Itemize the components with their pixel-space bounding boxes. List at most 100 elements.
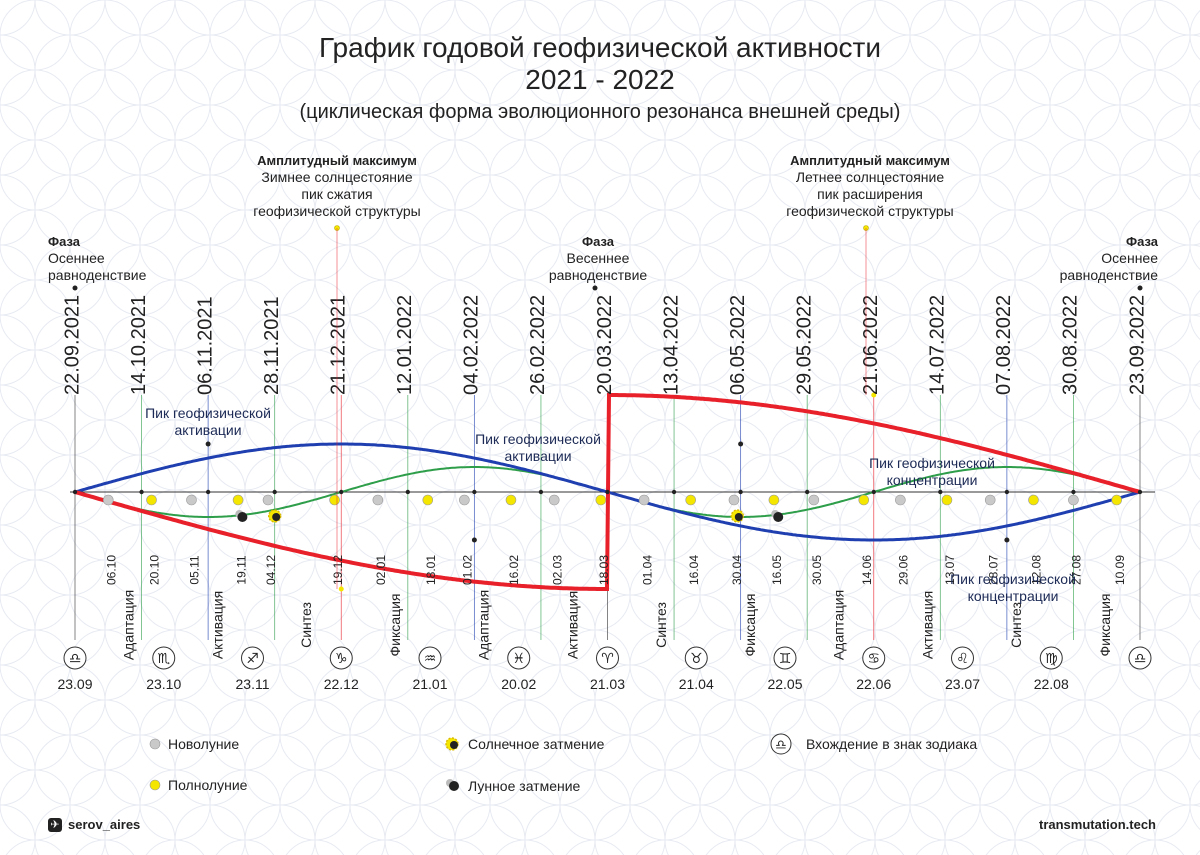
zodiac-date-label: 23.07	[945, 676, 980, 692]
zodiac-icon-0	[63, 646, 87, 670]
zodiac-icon-7	[684, 646, 708, 670]
new-moon-marker	[895, 494, 906, 506]
zodiac-sign-glyph: ♊	[779, 650, 792, 666]
moon-date-label: 18.03	[597, 555, 611, 585]
zodiac-icon-6	[596, 646, 619, 670]
legend-solar-eclipse-label: Солнечное затмение	[468, 736, 605, 752]
moon-date-label: 05.11	[188, 555, 202, 584]
moon-date-label: 29.06	[897, 555, 911, 585]
concentration-annotation-2: Пик геофизической	[950, 571, 1076, 587]
full-moon-marker	[941, 494, 953, 506]
zodiac-icon-9	[862, 646, 886, 670]
phase-label: Адаптация	[831, 590, 847, 660]
concentration-annotation-1: Пик геофизической	[869, 455, 995, 471]
phase-left-dot	[72, 285, 78, 291]
zodiac-icon-5	[507, 646, 531, 670]
summer-annotation-line: Летнее солнцестояние	[796, 169, 944, 185]
zodiac-date-label: 21.04	[679, 676, 714, 692]
footer-author[interactable]: ✈ serov_aires	[48, 817, 140, 832]
top-date-label: 29.05.2022	[793, 295, 815, 395]
top-date-label: 22.09.2021	[61, 295, 83, 395]
legend-zodiac-glyph: ♎	[775, 737, 787, 752]
phase-label: Фиксация	[742, 594, 758, 657]
phase-label: Адаптация	[121, 590, 137, 660]
zodiac-icon-11	[1039, 646, 1063, 670]
new-moon-marker	[548, 494, 560, 506]
phase-label: Фиксация	[387, 594, 403, 657]
activation-annotation-1: Пик геофизической	[145, 405, 271, 421]
axis-node-point	[339, 489, 344, 495]
full-moon-marker	[1111, 494, 1123, 506]
moon-date-label: 04.12	[264, 555, 278, 585]
footer-site[interactable]: transmutation.tech	[1038, 817, 1156, 832]
phase-label: Синтез	[653, 602, 669, 648]
top-date-label: 30.08.2022	[1060, 295, 1082, 395]
legend-new-moon-label: Новолуние	[168, 736, 239, 752]
legend-full-moon-label: Полнолуние	[168, 777, 248, 793]
zodiac-date-label: 23.10	[146, 676, 181, 692]
phase-label: Активация	[919, 591, 935, 659]
axis-node-point	[538, 489, 544, 495]
new-moon-marker	[372, 494, 384, 506]
zodiac-sign-glyph: ♓	[512, 650, 525, 666]
axis-node-point	[139, 489, 144, 495]
top-date-label: 21.12.2021	[328, 295, 350, 395]
full-moon-marker	[595, 494, 607, 506]
axis-node-point	[72, 489, 78, 495]
chart-subtitle: (циклическая форма эволюционного резонан…	[299, 101, 901, 123]
top-date-label: 12.01.2022	[394, 295, 416, 395]
top-date-label: 26.02.2022	[527, 295, 549, 395]
axis-node-point	[738, 489, 743, 495]
phase-label: Синтез	[298, 602, 314, 648]
new-moon-marker	[186, 494, 197, 506]
axis-node-point	[472, 489, 477, 495]
axis-node-point	[1004, 489, 1010, 495]
winter-annotation-line: пик сжатия	[301, 186, 372, 202]
phase-mid-annotation-heading: Фаза	[582, 234, 615, 249]
chart-title: График годовой геофизической активности	[318, 32, 882, 63]
top-date-label: 06.11.2021	[194, 296, 216, 395]
zodiac-sign-glyph: ♒	[424, 650, 437, 666]
phase-left-annotation-line: Осеннее	[48, 250, 105, 266]
activation-annotation-2: Пик геофизической	[475, 431, 601, 447]
summer-annotation-heading: Амплитудный максимум	[790, 153, 950, 168]
zodiac-icon-12	[1128, 646, 1152, 670]
moon-date-label: 02.01	[374, 555, 388, 585]
zodiac-icon-10	[951, 646, 974, 670]
zodiac-date-label: 22.06	[856, 676, 891, 692]
legend-new-moon-icon	[149, 738, 161, 750]
moon-date-label: 01.04	[640, 555, 654, 585]
new-moon-marker	[728, 494, 740, 506]
phase-label: Активация	[564, 591, 580, 659]
solar-eclipse-disk	[272, 513, 281, 521]
winter-peak-point	[338, 586, 344, 592]
full-moon-marker	[858, 494, 870, 506]
full-moon-marker	[768, 494, 780, 506]
full-moon-marker	[232, 494, 244, 506]
axis-node-point	[1137, 489, 1143, 495]
top-date-label: 14.07.2022	[927, 295, 949, 395]
full-moon-marker	[685, 494, 697, 506]
moon-date-label: 13.07	[943, 555, 957, 585]
axis-node-point	[605, 489, 610, 495]
top-date-label: 23.09.2022	[1126, 295, 1148, 395]
winter-annotation-line: Зимнее солнцестояние	[261, 169, 412, 185]
summer-annotation-line: геофизической структуры	[786, 203, 953, 219]
zodiac-sign-glyph: ♑	[335, 650, 348, 666]
moon-date-label: 30.04	[730, 555, 744, 585]
phase-right-dot	[1137, 285, 1143, 291]
lunar-eclipse-marker	[773, 512, 784, 522]
top-date-label: 28.11.2021	[261, 296, 283, 395]
zodiac-sign-glyph: ♋	[867, 650, 880, 666]
top-date-label: 06.05.2022	[727, 295, 749, 395]
zodiac-sign-glyph: ♎	[69, 650, 82, 666]
moon-date-label: 10.09	[1113, 555, 1127, 585]
zodiac-sign-glyph: ♎	[1134, 650, 1147, 666]
phase-mid-annotation-line: равноденствие	[549, 267, 648, 283]
axis-node-point	[938, 489, 943, 495]
full-moon-marker	[146, 494, 157, 506]
axis-node-point	[671, 489, 677, 495]
axis-node-point	[804, 489, 810, 495]
concentration-annotation-1: концентрации	[887, 472, 978, 488]
moon-date-label: 14.06	[860, 555, 874, 585]
